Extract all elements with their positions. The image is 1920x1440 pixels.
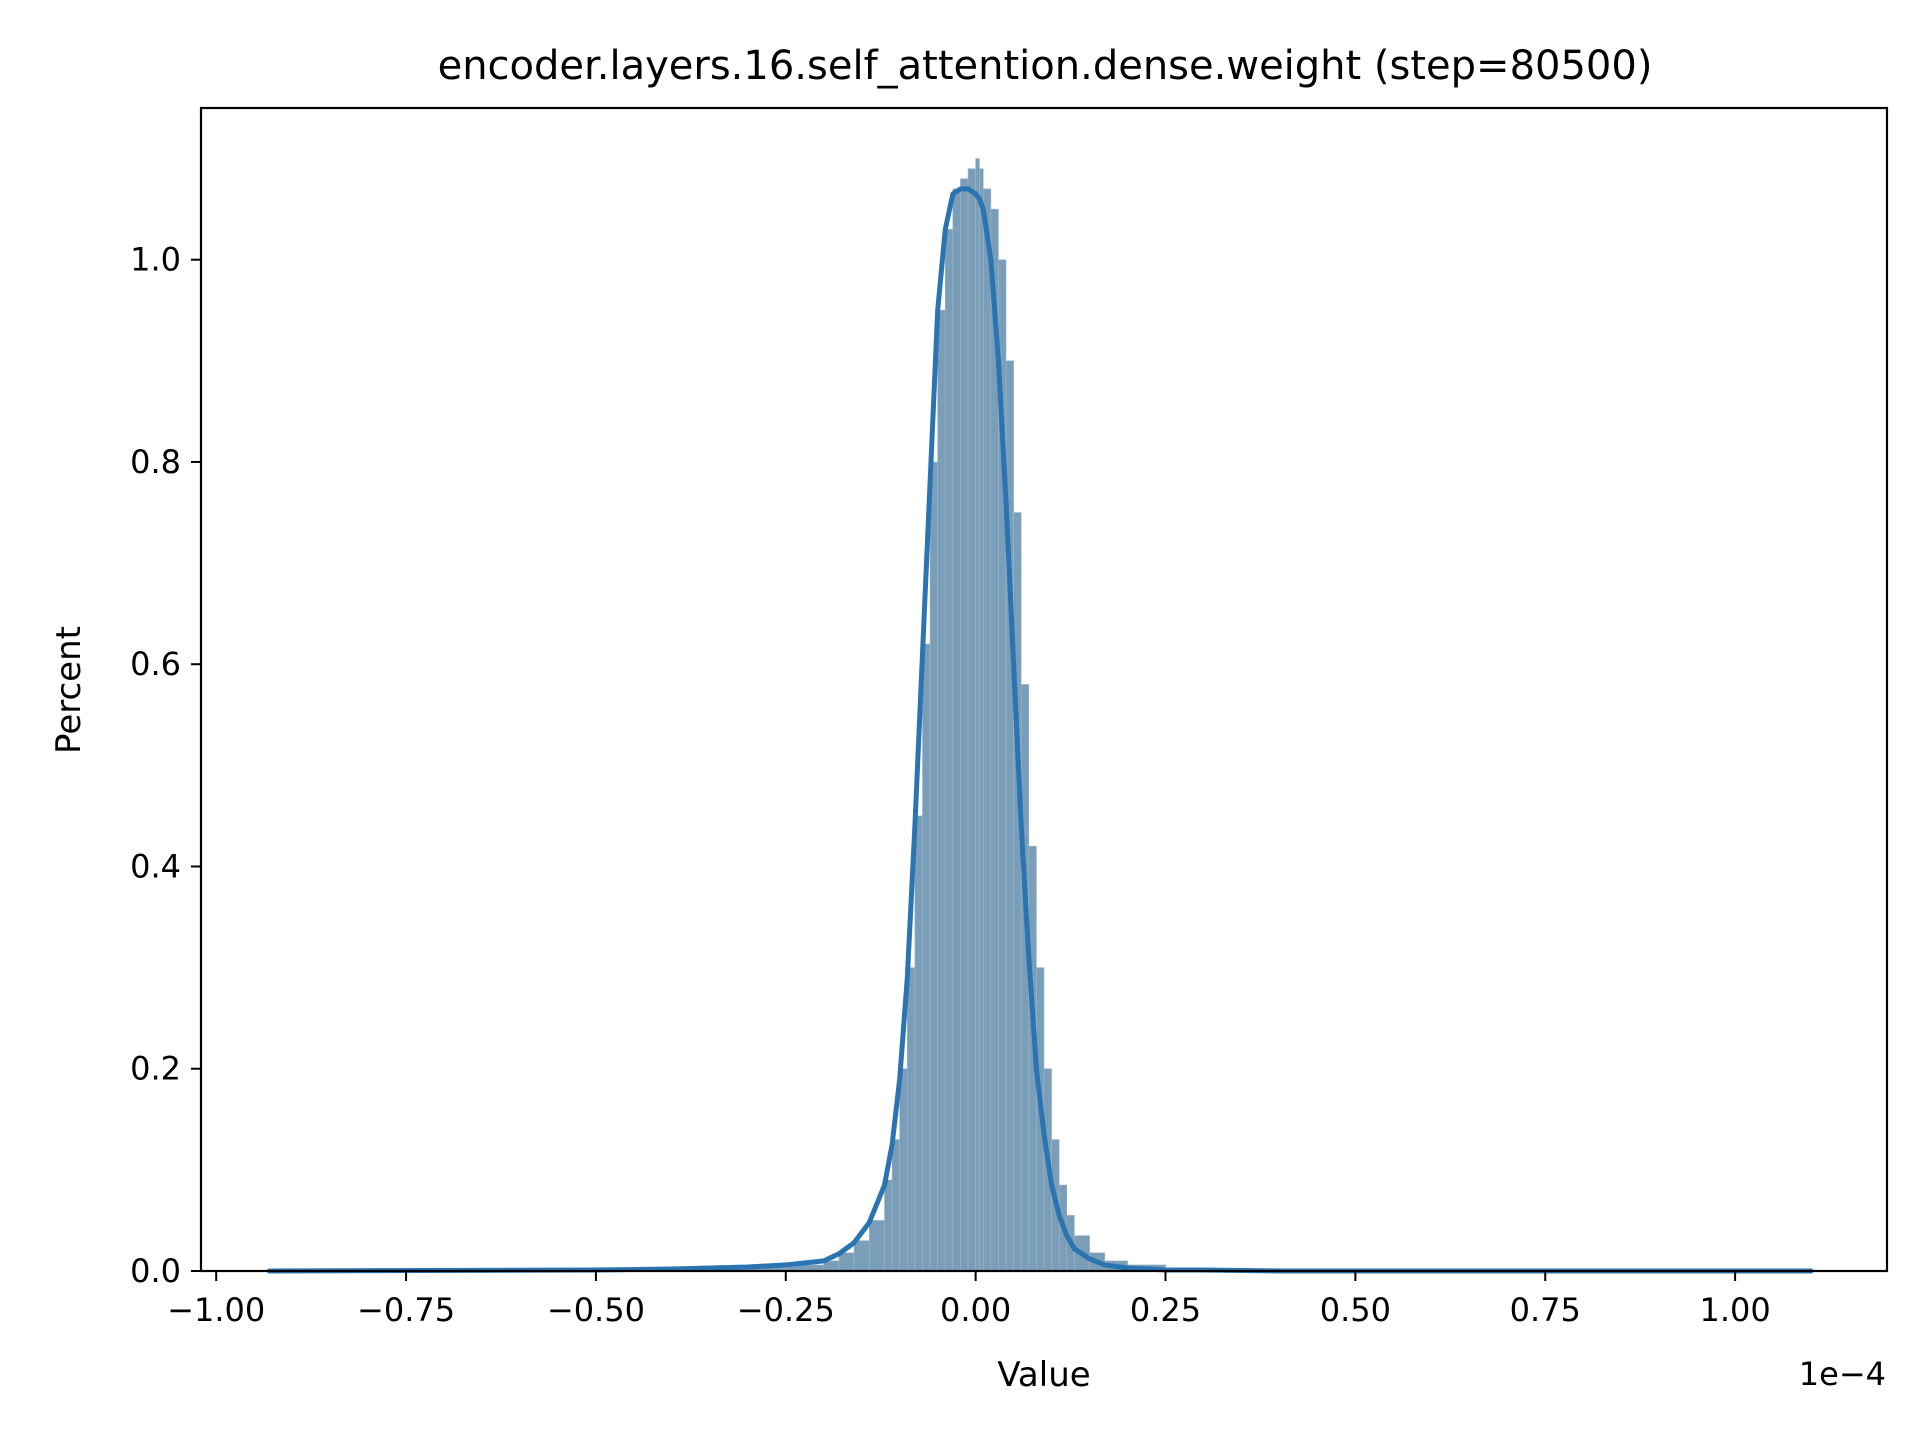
histogram-bar — [922, 643, 931, 1272]
histogram-bar — [967, 168, 976, 1272]
histogram-bar — [982, 188, 992, 1272]
x-tick-label: 0.25 — [1130, 1291, 1201, 1329]
plot-frame — [199, 106, 1889, 1273]
x-tick-label: −0.50 — [547, 1291, 645, 1329]
x-tick-label: −1.00 — [167, 1291, 265, 1329]
y-tick-label: 0.8 — [130, 443, 181, 481]
histogram-bar — [929, 461, 938, 1272]
histogram-bar — [869, 1220, 885, 1272]
histogram-bar — [1013, 512, 1022, 1272]
x-tick-label: −0.75 — [357, 1291, 455, 1329]
x-axis-label: Value — [997, 1355, 1090, 1395]
y-tick-label: 1.0 — [130, 241, 181, 279]
x-axis-offset-label: 1e−4 — [1799, 1355, 1886, 1393]
x-axis-ticks: −1.00 −0.75 −0.50 −0.25 0.00 0.25 0.50 0.75 1.00 — [167, 1271, 1771, 1329]
x-tick-label: 0.00 — [940, 1291, 1011, 1329]
y-tick-label: 0.4 — [130, 847, 181, 885]
histogram-bar — [937, 309, 946, 1272]
y-axis-label: Percent — [49, 626, 89, 754]
histogram-bar — [914, 815, 923, 1272]
x-tick-label: 0.75 — [1510, 1291, 1581, 1329]
histogram-bar — [884, 1179, 893, 1272]
histogram-bar — [906, 967, 916, 1272]
histogram-bar — [960, 178, 969, 1272]
x-tick-label: 0.50 — [1320, 1291, 1391, 1329]
y-tick-label: 0.2 — [130, 1050, 181, 1088]
histogram-bar — [838, 1252, 855, 1272]
x-tick-label: 1.00 — [1699, 1291, 1770, 1329]
y-tick-label: 0.0 — [130, 1252, 181, 1290]
histogram-bar — [891, 1139, 900, 1272]
histogram-bar — [853, 1240, 870, 1272]
x-tick-label: −0.25 — [737, 1291, 835, 1329]
histogram-bars — [595, 158, 1508, 1272]
histogram-bar — [979, 168, 984, 1272]
histogram-bar — [899, 1068, 908, 1272]
kde-curve — [266, 186, 1814, 1274]
y-tick-label: 0.6 — [130, 645, 181, 683]
chart-title: encoder.layers.16.self_attention.dense.w… — [438, 43, 1653, 89]
histogram-bar — [944, 229, 954, 1272]
y-axis-ticks: 0.0 0.2 0.4 0.6 0.8 1.0 — [130, 241, 201, 1290]
histogram-bar — [975, 158, 980, 1272]
histogram-bar — [952, 188, 961, 1272]
histogram-bar — [1020, 684, 1030, 1272]
